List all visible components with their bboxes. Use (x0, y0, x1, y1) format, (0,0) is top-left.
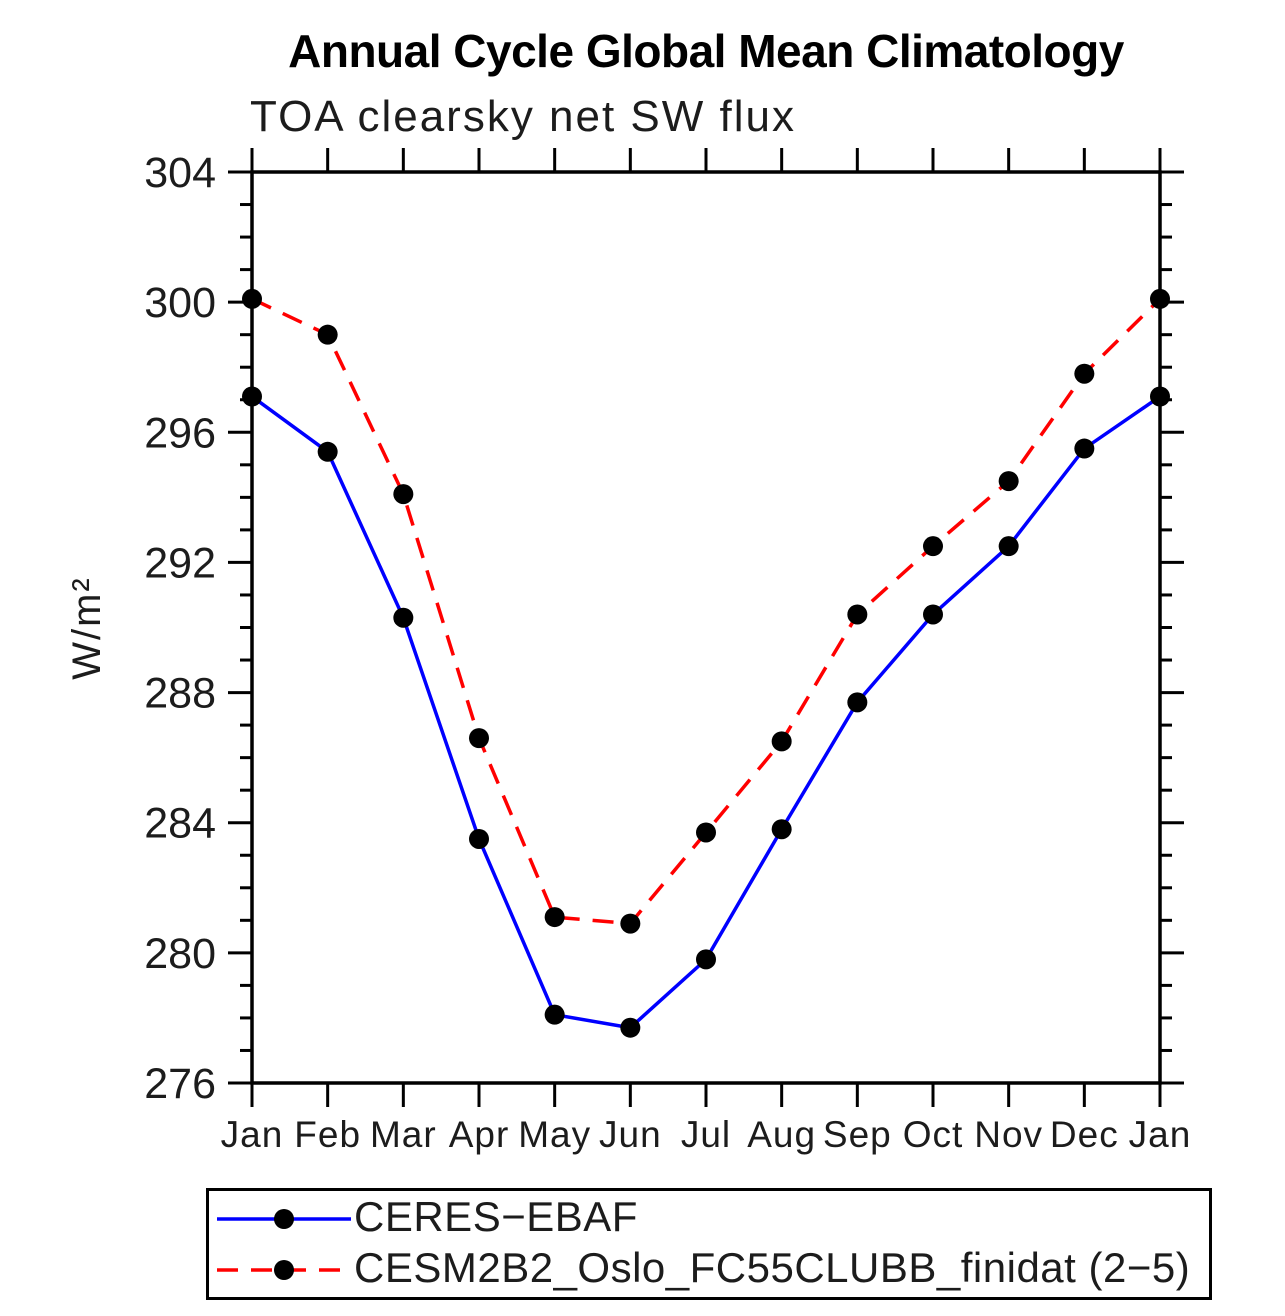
series-marker-1 (696, 822, 716, 843)
series-marker-1 (847, 604, 868, 625)
x-tick-label: Aug (747, 1114, 816, 1155)
series-marker-1 (998, 471, 1019, 492)
y-tick-label: 300 (144, 279, 216, 327)
series-marker-1 (393, 484, 414, 505)
x-tick-label: Mar (370, 1114, 437, 1155)
x-tick-label: Oct (903, 1114, 964, 1155)
y-tick-label: 304 (144, 149, 216, 197)
y-tick-label: 296 (144, 409, 216, 457)
series-marker-0 (317, 441, 338, 462)
series-marker-0 (393, 607, 414, 628)
series-marker-1 (1150, 288, 1170, 309)
x-tick-label: Jan (221, 1114, 284, 1155)
y-tick-label: 292 (144, 539, 216, 587)
legend-marker-1 (274, 1259, 294, 1280)
series-marker-0 (620, 1017, 641, 1038)
series-marker-0 (771, 819, 792, 840)
series-marker-0 (1074, 438, 1095, 459)
series-marker-1 (317, 324, 338, 345)
y-axis-title: W/m² (65, 576, 109, 680)
x-tick-label: Apr (449, 1114, 510, 1155)
series-marker-0 (469, 828, 489, 849)
y-tick-label: 284 (144, 800, 216, 848)
x-tick-label: Dec (1050, 1114, 1119, 1155)
series-marker-0 (242, 386, 262, 407)
y-tick-label: 280 (144, 930, 216, 978)
legend-line-sample-dashed (217, 1259, 351, 1280)
x-tick-label: Jun (599, 1114, 662, 1155)
legend-item-ceres: CERES−EBAF (217, 1193, 1209, 1244)
series-marker-1 (469, 728, 489, 749)
plot-frame (250, 170, 1162, 1085)
y-tick-label: 276 (144, 1060, 216, 1108)
series-marker-1 (923, 536, 943, 557)
series-marker-1 (544, 907, 565, 928)
x-tick-label: Jul (681, 1114, 731, 1155)
series-marker-0 (1150, 386, 1170, 407)
x-tick-label: May (518, 1114, 591, 1155)
series-marker-1 (771, 731, 792, 752)
series-marker-0 (696, 949, 716, 970)
series-marker-1 (620, 913, 641, 934)
series-marker-0 (847, 692, 868, 713)
y-tick-label: 288 (144, 670, 216, 718)
x-tick-label: Jan (1129, 1114, 1192, 1155)
series-marker-0 (544, 1004, 565, 1025)
legend-label-cesm: CESM2B2_Oslo_FC55CLUBB_finidat (2−5) (354, 1243, 1191, 1291)
chart-subtitle: TOA clearsky net SW flux (250, 92, 797, 141)
legend-label-ceres: CERES−EBAF (354, 1192, 638, 1240)
series-marker-1 (242, 288, 262, 309)
x-tick-label: Feb (294, 1114, 361, 1155)
legend-line-sample-solid (217, 1208, 351, 1229)
series-line-0 (250, 395, 1161, 1030)
series-marker-0 (998, 536, 1019, 557)
x-tick-label: Nov (974, 1114, 1043, 1155)
legend-marker-0 (274, 1208, 294, 1229)
legend-box: CERES−EBAF CESM2B2_Oslo_FC55CLUBB_finida… (206, 1188, 1212, 1300)
x-tick-label: Sep (823, 1114, 892, 1155)
chart-title: Annual Cycle Global Mean Climatology (288, 25, 1124, 77)
series-marker-0 (923, 604, 943, 625)
legend-item-cesm: CESM2B2_Oslo_FC55CLUBB_finidat (2−5) (217, 1244, 1209, 1295)
series-marker-1 (1074, 363, 1095, 384)
